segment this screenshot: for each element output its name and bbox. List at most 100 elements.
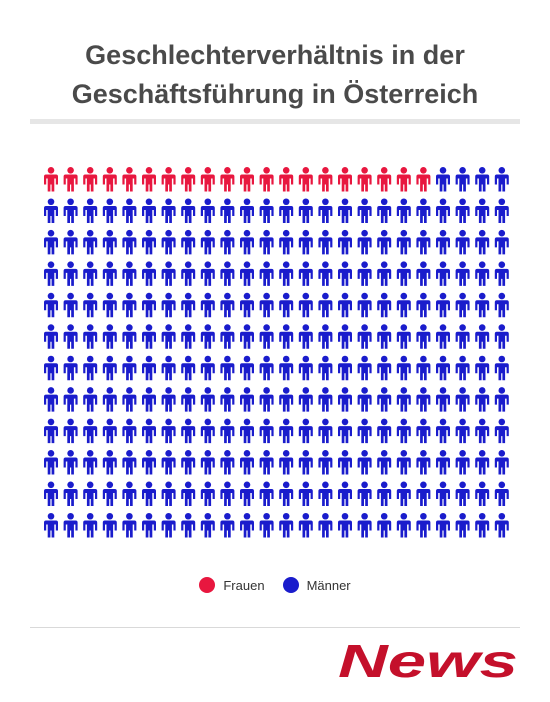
person-icon-maenner — [475, 198, 490, 223]
person-icon-maenner — [240, 355, 254, 381]
person-icon-maenner — [161, 387, 176, 412]
person-icon-maenner — [240, 450, 254, 475]
person-icon-maenner — [279, 229, 294, 255]
person-icon-maenner — [475, 229, 490, 255]
person-icon-maenner — [318, 450, 333, 475]
legend-item-frauen: Frauen — [199, 577, 265, 593]
person-icon-maenner — [436, 229, 450, 255]
person-icon-maenner — [102, 355, 117, 381]
person-icon-maenner — [220, 292, 235, 318]
person-icon-maenner — [377, 512, 392, 538]
person-icon-maenner — [102, 418, 117, 444]
person-icon-maenner — [436, 355, 450, 381]
person-icon-maenner — [396, 229, 411, 255]
person-icon-maenner — [357, 198, 372, 223]
person-icon-maenner — [200, 418, 215, 444]
person-icon-maenner — [161, 198, 176, 223]
person-icon-maenner — [142, 512, 156, 538]
person-icon-maenner — [436, 292, 450, 318]
person-icon-maenner — [122, 292, 137, 318]
person-icon-maenner — [200, 450, 215, 475]
person-icon-maenner — [240, 387, 254, 412]
person-icon-maenner — [416, 324, 431, 349]
person-icon-maenner — [259, 481, 274, 506]
person-icon-maenner — [161, 481, 176, 506]
person-icon-maenner — [220, 355, 235, 381]
person-icon-maenner — [200, 481, 215, 506]
person-icon-maenner — [298, 261, 313, 286]
person-icon-maenner — [181, 355, 196, 381]
person-icon-maenner — [181, 198, 196, 223]
person-icon-maenner — [357, 292, 372, 318]
person-icon-maenner — [475, 387, 490, 412]
person-icon-maenner — [357, 229, 372, 255]
person-icon-maenner — [338, 355, 352, 381]
person-icon-frauen — [259, 167, 274, 192]
person-icon-maenner — [377, 355, 392, 381]
person-icon-maenner — [396, 292, 411, 318]
person-icon-maenner — [181, 324, 196, 349]
person-icon-maenner — [416, 418, 431, 444]
person-icon-maenner — [357, 512, 372, 538]
person-icon-maenner — [142, 324, 156, 349]
person-icon-frauen — [240, 167, 254, 192]
person-icon-frauen — [102, 167, 117, 192]
person-icon-maenner — [494, 167, 509, 192]
person-icon-maenner — [220, 512, 235, 538]
person-icon-maenner — [220, 450, 235, 475]
person-icon-maenner — [416, 292, 431, 318]
person-icon-maenner — [161, 418, 176, 444]
person-icon-maenner — [377, 229, 392, 255]
person-icon-frauen — [220, 167, 235, 192]
person-icon-maenner — [44, 261, 58, 286]
person-icon-maenner — [475, 355, 490, 381]
person-icon-maenner — [416, 512, 431, 538]
person-icon-maenner — [475, 418, 490, 444]
person-icon-maenner — [122, 198, 137, 223]
person-icon-maenner — [44, 481, 58, 506]
person-icon-maenner — [142, 261, 156, 286]
person-icon-maenner — [44, 450, 58, 475]
person-icon-maenner — [240, 324, 254, 349]
person-icon-maenner — [102, 261, 117, 286]
person-icon-maenner — [181, 481, 196, 506]
person-icon-maenner — [220, 481, 235, 506]
person-icon-maenner — [494, 355, 509, 381]
person-icon-maenner — [416, 261, 431, 286]
person-icon-maenner — [161, 512, 176, 538]
person-icon-maenner — [102, 450, 117, 475]
person-icon-maenner — [338, 261, 352, 286]
person-icon-frauen — [122, 167, 137, 192]
person-icon-maenner — [494, 261, 509, 286]
person-icon-maenner — [63, 324, 78, 349]
person-icon-maenner — [220, 229, 235, 255]
person-icon-maenner — [475, 167, 490, 192]
person-icon-maenner — [44, 387, 58, 412]
person-icon-maenner — [200, 292, 215, 318]
person-icon-maenner — [200, 387, 215, 412]
person-icon-maenner — [200, 512, 215, 538]
person-icon-maenner — [259, 450, 274, 475]
person-icon-maenner — [416, 355, 431, 381]
person-icon-maenner — [44, 418, 58, 444]
person-icon-maenner — [102, 512, 117, 538]
person-icon-maenner — [63, 481, 78, 506]
person-icon-maenner — [122, 261, 137, 286]
person-icon-maenner — [279, 292, 294, 318]
person-icon-maenner — [298, 355, 313, 381]
person-icon-maenner — [44, 355, 58, 381]
person-icon-maenner — [338, 450, 352, 475]
person-icon-maenner — [63, 292, 78, 318]
person-icon-maenner — [279, 261, 294, 286]
person-icon-maenner — [494, 450, 509, 475]
person-icon-maenner — [494, 481, 509, 506]
person-icon-maenner — [455, 512, 470, 538]
person-icon-maenner — [142, 481, 156, 506]
person-icon-maenner — [44, 512, 58, 538]
person-icon-maenner — [455, 167, 470, 192]
person-icon-maenner — [298, 198, 313, 223]
person-icon-maenner — [436, 261, 450, 286]
person-icon-maenner — [377, 261, 392, 286]
legend-item-maenner: Männer — [282, 577, 351, 593]
chart-legend: Frauen Männer — [0, 577, 550, 593]
